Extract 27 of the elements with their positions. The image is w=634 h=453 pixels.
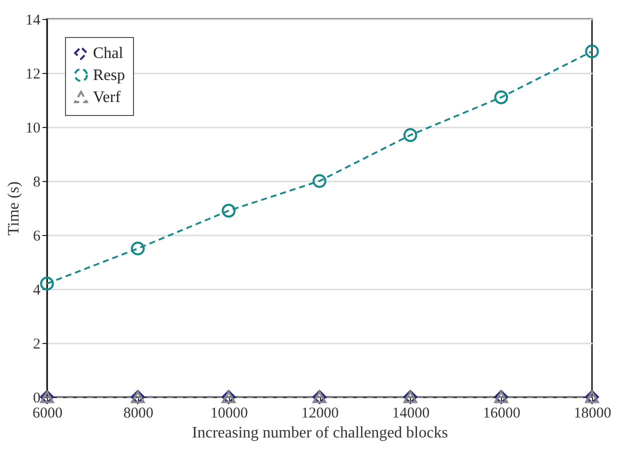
point bbox=[585, 44, 599, 58]
x-tick-label: 14000 bbox=[392, 406, 430, 422]
legend-label: Chal bbox=[93, 45, 124, 62]
y-tick-label: 12 bbox=[26, 66, 40, 82]
x-tick-label: 6000 bbox=[32, 406, 62, 422]
x-tick-label: 8000 bbox=[123, 406, 154, 422]
point bbox=[40, 276, 54, 291]
y-tick-label: 10 bbox=[26, 120, 40, 136]
y-axis-title: Time (s) bbox=[6, 181, 22, 236]
y-tick-label: 6 bbox=[33, 228, 41, 244]
x-tick-label: 16000 bbox=[482, 406, 520, 422]
legend-label: Resp bbox=[93, 67, 125, 84]
point bbox=[494, 90, 508, 104]
point bbox=[403, 128, 418, 142]
y-tick-label: 0 bbox=[33, 390, 40, 406]
y-tick-label: 8 bbox=[33, 174, 40, 190]
legend-label: Verf bbox=[93, 89, 122, 106]
point bbox=[222, 204, 236, 218]
y-tick-label: 4 bbox=[33, 282, 41, 298]
x-tick-label: 12000 bbox=[301, 406, 339, 422]
point bbox=[130, 242, 145, 256]
y-tick-label: 14 bbox=[26, 12, 41, 28]
x-tick-label: 10000 bbox=[210, 406, 248, 422]
x-tick-label: 18000 bbox=[574, 406, 612, 422]
y-tick-label: 2 bbox=[33, 336, 40, 352]
x-axis-title: Increasing number of challenged blocks bbox=[192, 424, 448, 442]
point bbox=[312, 174, 326, 188]
